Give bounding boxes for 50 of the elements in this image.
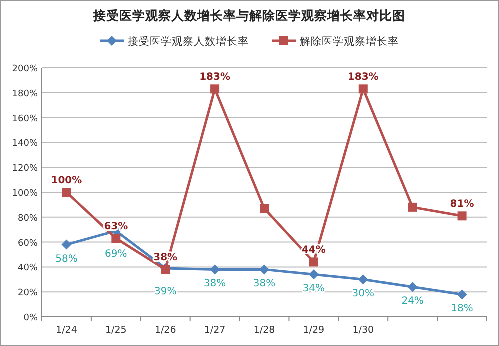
point bbox=[210, 84, 220, 94]
data-label: 183% bbox=[348, 72, 379, 84]
y-tick-label: 200% bbox=[12, 64, 38, 74]
data-label: 38% bbox=[253, 278, 276, 290]
y-tick-label: 20% bbox=[18, 288, 38, 299]
point bbox=[408, 282, 418, 292]
data-label: 183% bbox=[200, 72, 231, 84]
point bbox=[457, 290, 468, 300]
point bbox=[358, 84, 368, 94]
data-label: 34% bbox=[302, 284, 326, 295]
point bbox=[358, 274, 368, 285]
y-tick-label: 160% bbox=[12, 114, 38, 124]
x-tick-label: 1/25 bbox=[105, 325, 127, 336]
point bbox=[62, 188, 72, 197]
data-label: 58% bbox=[56, 254, 78, 265]
x-tick-label: 1/28 bbox=[254, 325, 276, 336]
point bbox=[309, 258, 318, 267]
x-tick-label: 1/27 bbox=[204, 325, 226, 336]
point bbox=[112, 234, 121, 244]
y-tick-label: 100% bbox=[12, 189, 38, 199]
y-tick-label: 180% bbox=[12, 89, 38, 100]
data-label: 39% bbox=[154, 286, 177, 298]
data-label: 18% bbox=[451, 304, 474, 315]
y-tick-label: 80% bbox=[18, 214, 38, 224]
point bbox=[308, 270, 319, 280]
data-label: 81% bbox=[450, 199, 474, 210]
y-tick-label: 120% bbox=[12, 164, 38, 174]
legend-label: 解除医学观察增长率 bbox=[300, 35, 399, 48]
data-label: 24% bbox=[402, 296, 424, 308]
x-tick-label: 1/26 bbox=[154, 325, 176, 336]
legend-label: 接受医学观察人数增长率 bbox=[128, 35, 249, 48]
data-label: 100% bbox=[51, 176, 82, 186]
data-label: 63% bbox=[104, 222, 128, 233]
x-tick-label: 1/29 bbox=[303, 325, 325, 336]
y-tick-label: 140% bbox=[12, 139, 38, 150]
data-label: 30% bbox=[352, 288, 375, 300]
x-tick-label: 1/30 bbox=[352, 325, 374, 336]
point bbox=[408, 202, 418, 212]
y-tick-label: 60% bbox=[18, 238, 38, 249]
y-tick-label: 0% bbox=[24, 314, 38, 324]
point bbox=[210, 264, 220, 275]
chart-title: 接受医学观察人数增长率与解除医学观察增长率对比图 bbox=[92, 8, 406, 23]
point bbox=[260, 204, 269, 214]
x-tick-label: 1/24 bbox=[56, 325, 78, 336]
point bbox=[458, 212, 467, 221]
y-tick-label: 40% bbox=[18, 264, 38, 274]
point bbox=[62, 240, 72, 250]
point bbox=[260, 264, 270, 275]
data-label: 38% bbox=[204, 278, 226, 290]
data-label: 69% bbox=[105, 249, 128, 260]
